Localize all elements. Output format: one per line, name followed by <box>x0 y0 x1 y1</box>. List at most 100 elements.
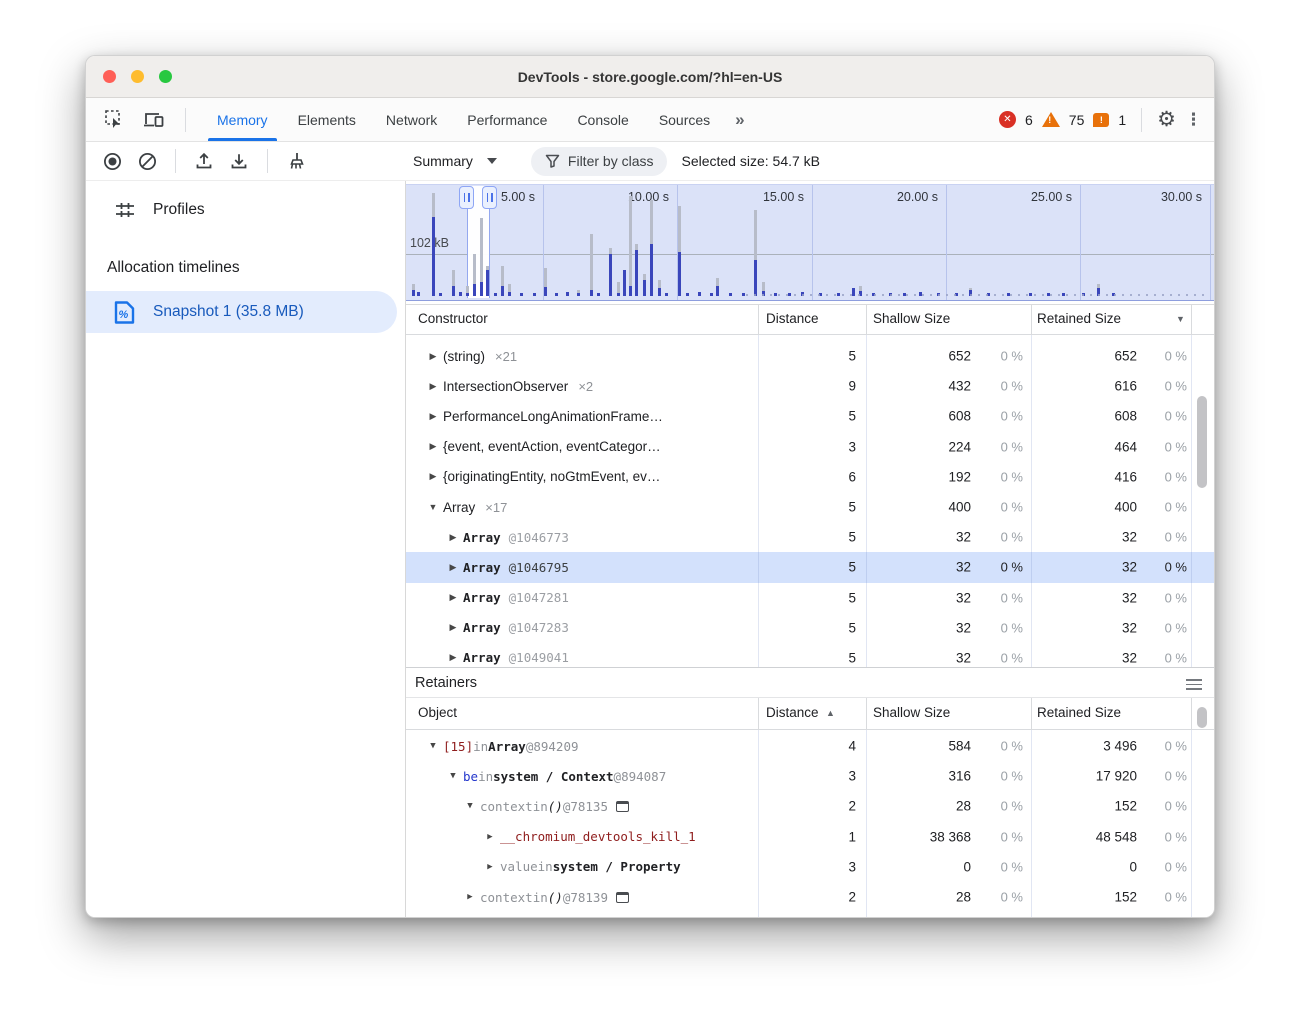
column-header-shallow-size[interactable]: Shallow Size <box>873 705 951 720</box>
more-tabs-button[interactable]: » <box>735 109 744 129</box>
column-header-retained-size[interactable]: Retained Size <box>1037 311 1122 326</box>
constructor-name: IntersectionObserver <box>443 378 569 394</box>
expand-arrow-icon[interactable]: ▶ <box>429 380 437 391</box>
zoom-window-button[interactable] <box>159 70 172 83</box>
selection-handle-right[interactable] <box>482 186 497 209</box>
error-badge-icon[interactable]: ✕ <box>999 111 1016 128</box>
tab-sources[interactable]: Sources <box>658 111 711 128</box>
warning-count[interactable]: 75 <box>1068 111 1085 128</box>
profiles-header[interactable]: Profiles <box>86 193 205 227</box>
sort-ascending-icon: ▲ <box>826 708 835 718</box>
constructor-scrollbar-thumb[interactable] <box>1197 396 1207 488</box>
table-row[interactable]: ▼ be in system / Context @894087 3 316 0 … <box>406 761 1214 791</box>
expand-arrow-icon[interactable]: ▶ <box>429 350 437 361</box>
allocation-bar-live <box>658 288 661 296</box>
table-row[interactable]: ▶ {originatingEntity, noGtmEvent, ev… 6 1… <box>406 462 1214 492</box>
allocation-bar-total <box>617 282 620 296</box>
table-row[interactable]: ▶ __chromium_devtools_kill_1 1 38 368 0 %… <box>406 822 1214 852</box>
warning-badge-icon[interactable]: ! <box>1041 112 1060 127</box>
reveal-in-sources-icon[interactable] <box>615 800 629 812</box>
table-row[interactable]: ▶ Array @1047281 5 32 0 % 32 0 % <box>406 583 1214 613</box>
timeline-tick-label: 20.00 s <box>896 190 938 204</box>
timeline-chart[interactable]: 102 kB 5.00 s 10.00 s 15.00 s 20.00 s 25.00 … <box>406 184 1214 301</box>
collapse-arrow-icon[interactable]: ▼ <box>430 741 436 752</box>
settings-gear-icon[interactable]: ⚙ <box>1157 108 1176 131</box>
column-header-distance[interactable]: Distance <box>766 705 819 720</box>
table-row[interactable]: ▶ context in () @78139 2 28 0 % 152 0 % <box>406 882 1214 912</box>
retainers-table-header: Object Distance ▲ Shallow Size Retained … <box>406 698 1214 730</box>
table-row[interactable]: ▶ Array @1049041 5 32 0 % 32 0 % <box>406 643 1214 667</box>
allocation-bar-live <box>494 293 497 296</box>
table-row-selected[interactable]: ▶ Array @1046795 5 32 0 % 32 0 % <box>406 552 1214 583</box>
timeline-gridline <box>946 185 947 300</box>
table-row[interactable]: ▶ IntersectionObserver ×2 9 432 0 % 616 0 … <box>406 371 1214 401</box>
tab-memory[interactable]: Memory <box>202 98 283 141</box>
tab-elements[interactable]: Elements <box>297 111 356 128</box>
expand-arrow-icon[interactable]: ▶ <box>429 471 437 482</box>
allocation-bar-live <box>665 293 668 296</box>
tab-performance[interactable]: Performance <box>467 111 548 128</box>
save-profile-button[interactable] <box>226 148 252 174</box>
toggle-device-toolbar-button[interactable] <box>139 105 169 135</box>
expand-arrow-icon[interactable]: ▶ <box>429 410 437 421</box>
column-header-shallow-size[interactable]: Shallow Size <box>873 311 951 326</box>
sidebar-item-snapshot-1[interactable]: % Snapshot 1 (35.8 MB) <box>86 291 397 333</box>
expand-arrow-icon[interactable]: ▶ <box>487 831 493 842</box>
perspective-select[interactable]: Summary <box>413 153 497 169</box>
tab-network[interactable]: Network <box>385 111 438 128</box>
allocation-bar-live <box>609 254 612 296</box>
filter-by-class-input[interactable]: Filter by class <box>530 146 668 176</box>
broom-icon <box>290 153 304 169</box>
tab-console[interactable]: Console <box>577 111 629 128</box>
expand-arrow-icon[interactable]: ▶ <box>429 441 437 452</box>
error-count[interactable]: 6 <box>1025 111 1033 128</box>
allocation-bar-live <box>452 286 455 296</box>
hamburger-menu-icon[interactable] <box>1186 676 1202 693</box>
close-window-button[interactable] <box>103 70 116 83</box>
allocation-bar-live <box>439 293 442 296</box>
collapse-arrow-icon[interactable]: ▼ <box>450 771 456 782</box>
allocation-bar-live <box>635 250 638 296</box>
expand-arrow-icon[interactable]: ▶ <box>467 892 473 903</box>
retainers-scrollbar-thumb[interactable] <box>1197 707 1207 728</box>
record-heap-button[interactable] <box>99 148 125 174</box>
table-row[interactable]: ▶ value in system / Property 3 0 0 % 0 0 … <box>406 852 1214 882</box>
timeline-selection-window[interactable] <box>467 186 490 298</box>
object-name: Array <box>463 590 501 606</box>
reveal-in-sources-icon[interactable] <box>615 891 629 903</box>
expand-arrow-icon[interactable]: ▶ <box>449 622 457 633</box>
expand-arrow-icon[interactable]: ▶ <box>487 861 493 872</box>
kebab-menu-icon[interactable]: ⋮ <box>1185 109 1202 129</box>
column-header-object[interactable]: Object <box>418 705 458 720</box>
collect-garbage-button[interactable] <box>283 148 309 174</box>
collapse-arrow-icon[interactable]: ▼ <box>428 502 438 513</box>
column-header-constructor[interactable]: Constructor <box>418 311 488 326</box>
expand-arrow-icon[interactable]: ▶ <box>449 561 457 572</box>
collapse-arrow-icon[interactable]: ▼ <box>467 801 473 812</box>
chevron-down-icon <box>486 158 497 164</box>
selection-handle-left[interactable] <box>459 186 474 209</box>
column-header-distance[interactable]: Distance <box>766 311 819 326</box>
issues-badge-icon[interactable]: ! <box>1093 112 1110 127</box>
table-row[interactable]: ▶ Array @1047283 5 32 0 % 32 0 % <box>406 613 1214 643</box>
column-header-retained-size[interactable]: Retained Size <box>1037 705 1122 720</box>
expand-arrow-icon[interactable]: ▶ <box>449 531 457 542</box>
table-row[interactable]: ▶ PerformanceLongAnimationFrame… 5 608 0 … <box>406 401 1214 431</box>
object-name: Array <box>463 650 501 666</box>
constructor-name: (string) <box>443 348 486 364</box>
minimize-window-button[interactable] <box>131 70 144 83</box>
retainers-table-body: ▼ [15] in Array @894209 4 584 0 % 3 496 0… <box>406 730 1214 917</box>
table-row[interactable]: ▼ Array ×17 5 400 0 % 400 0 % <box>406 492 1214 522</box>
inspect-element-button[interactable] <box>99 105 129 135</box>
load-profile-button[interactable] <box>191 148 217 174</box>
expand-arrow-icon[interactable]: ▶ <box>449 652 457 663</box>
expand-arrow-icon[interactable]: ▶ <box>449 592 457 603</box>
table-row[interactable]: ▶ {event, eventAction, eventCategor… 3 22… <box>406 432 1214 462</box>
clear-profiles-button[interactable] <box>134 148 160 174</box>
table-row[interactable]: ▶ (string) ×21 5 652 0 % 652 0 % <box>406 341 1214 371</box>
table-row[interactable]: ▶ Array @1046773 5 32 0 % 32 0 % <box>406 522 1214 552</box>
table-row[interactable]: ▼ context in () @78135 2 28 0 % 152 0 % <box>406 791 1214 821</box>
table-row[interactable]: ▼ [15] in Array @894209 4 584 0 % 3 496 0… <box>406 731 1214 761</box>
issue-count[interactable]: 1 <box>1118 111 1127 128</box>
object-id: @1047283 <box>508 620 569 636</box>
